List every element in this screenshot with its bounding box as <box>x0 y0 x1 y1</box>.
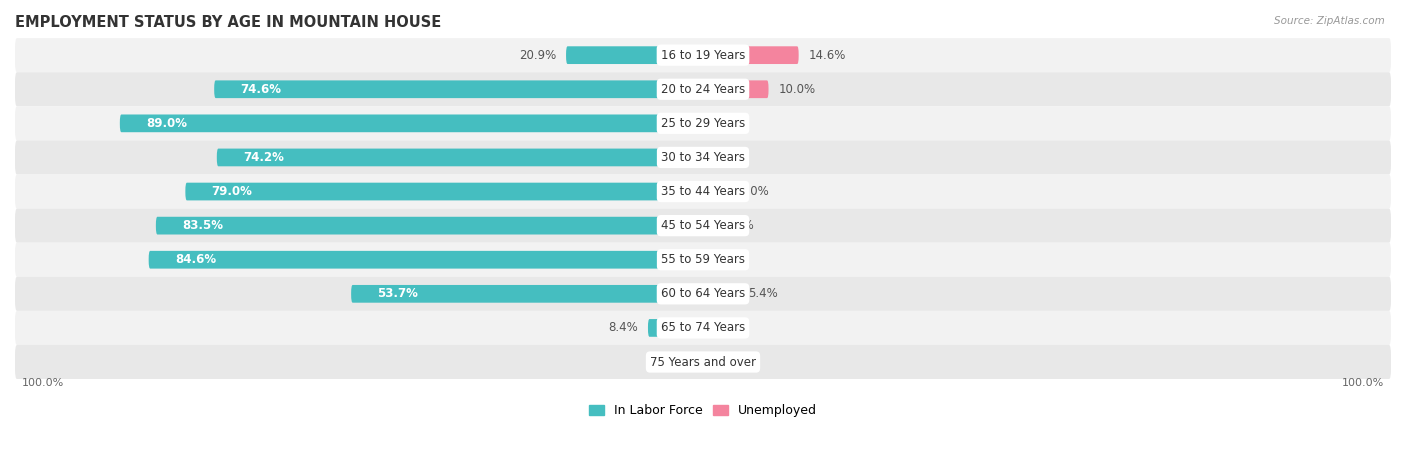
FancyBboxPatch shape <box>15 106 1391 140</box>
FancyBboxPatch shape <box>186 183 703 200</box>
Text: 35 to 44 Years: 35 to 44 Years <box>661 185 745 198</box>
Text: 0.0%: 0.0% <box>713 253 742 266</box>
FancyBboxPatch shape <box>15 243 1391 277</box>
FancyBboxPatch shape <box>685 353 703 371</box>
FancyBboxPatch shape <box>149 251 703 269</box>
Text: 45 to 54 Years: 45 to 54 Years <box>661 219 745 232</box>
Text: 65 to 74 Years: 65 to 74 Years <box>661 322 745 335</box>
Text: 60 to 64 Years: 60 to 64 Years <box>661 287 745 300</box>
Legend: In Labor Force, Unemployed: In Labor Force, Unemployed <box>589 404 817 417</box>
Text: 83.5%: 83.5% <box>183 219 224 232</box>
Text: 20 to 24 Years: 20 to 24 Years <box>661 83 745 96</box>
FancyBboxPatch shape <box>15 140 1391 175</box>
Text: 74.2%: 74.2% <box>243 151 284 164</box>
Text: 0.0%: 0.0% <box>713 355 742 368</box>
Text: EMPLOYMENT STATUS BY AGE IN MOUNTAIN HOUSE: EMPLOYMENT STATUS BY AGE IN MOUNTAIN HOU… <box>15 15 441 30</box>
Text: 8.4%: 8.4% <box>609 322 638 335</box>
FancyBboxPatch shape <box>703 80 769 98</box>
FancyBboxPatch shape <box>15 345 1391 379</box>
FancyBboxPatch shape <box>15 209 1391 243</box>
Text: 30 to 34 Years: 30 to 34 Years <box>661 151 745 164</box>
FancyBboxPatch shape <box>15 175 1391 209</box>
Text: 0.0%: 0.0% <box>713 151 742 164</box>
FancyBboxPatch shape <box>703 183 730 200</box>
Text: Source: ZipAtlas.com: Source: ZipAtlas.com <box>1274 16 1385 26</box>
Text: 20.9%: 20.9% <box>519 49 557 62</box>
FancyBboxPatch shape <box>156 217 703 235</box>
FancyBboxPatch shape <box>352 285 703 303</box>
FancyBboxPatch shape <box>217 148 703 166</box>
Text: 16 to 19 Years: 16 to 19 Years <box>661 49 745 62</box>
Text: 84.6%: 84.6% <box>174 253 217 266</box>
FancyBboxPatch shape <box>703 285 738 303</box>
FancyBboxPatch shape <box>15 311 1391 345</box>
Text: 0.0%: 0.0% <box>713 117 742 130</box>
FancyBboxPatch shape <box>703 46 799 64</box>
Text: 100.0%: 100.0% <box>21 378 63 388</box>
Text: 25 to 29 Years: 25 to 29 Years <box>661 117 745 130</box>
FancyBboxPatch shape <box>15 72 1391 106</box>
FancyBboxPatch shape <box>703 217 714 235</box>
Text: 10.0%: 10.0% <box>779 83 815 96</box>
FancyBboxPatch shape <box>15 277 1391 311</box>
FancyBboxPatch shape <box>648 319 703 337</box>
FancyBboxPatch shape <box>15 38 1391 72</box>
Text: 53.7%: 53.7% <box>377 287 418 300</box>
Text: 75 Years and over: 75 Years and over <box>650 355 756 368</box>
Text: 89.0%: 89.0% <box>146 117 187 130</box>
Text: 0.0%: 0.0% <box>713 322 742 335</box>
Text: 55 to 59 Years: 55 to 59 Years <box>661 253 745 266</box>
FancyBboxPatch shape <box>567 46 703 64</box>
Text: 5.4%: 5.4% <box>748 287 778 300</box>
FancyBboxPatch shape <box>214 80 703 98</box>
Text: 100.0%: 100.0% <box>1343 378 1385 388</box>
Text: 1.8%: 1.8% <box>724 219 755 232</box>
Text: 2.7%: 2.7% <box>645 355 675 368</box>
FancyBboxPatch shape <box>120 115 703 132</box>
Text: 4.0%: 4.0% <box>740 185 769 198</box>
Text: 74.6%: 74.6% <box>240 83 281 96</box>
Text: 14.6%: 14.6% <box>808 49 846 62</box>
Text: 79.0%: 79.0% <box>211 185 253 198</box>
